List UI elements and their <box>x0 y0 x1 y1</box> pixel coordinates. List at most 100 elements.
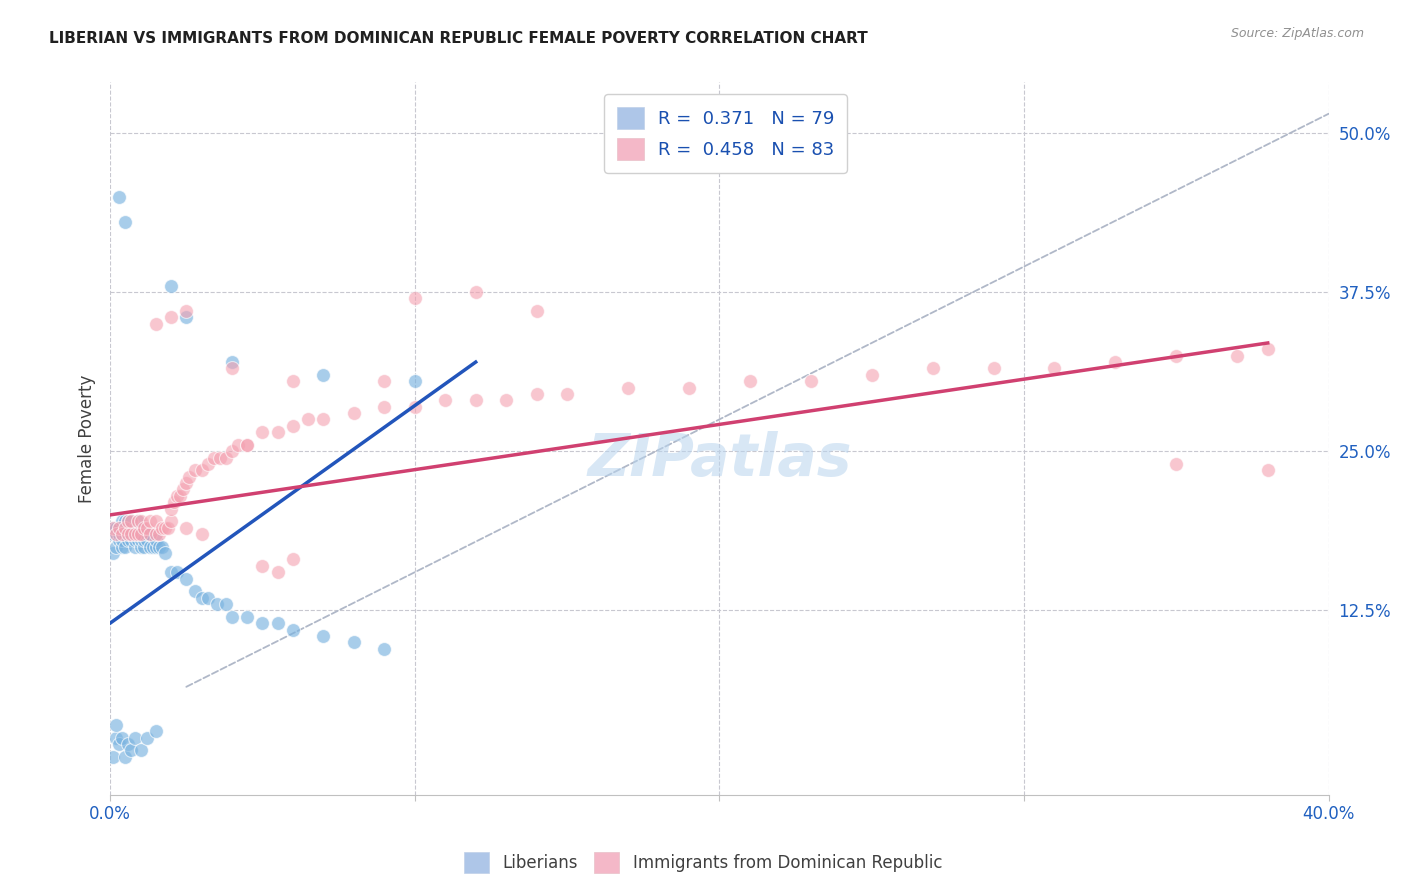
Point <box>124 527 146 541</box>
Point <box>129 743 152 757</box>
Point <box>176 304 198 318</box>
Point <box>114 215 136 229</box>
Point <box>297 412 319 426</box>
Point <box>226 438 249 452</box>
Point <box>127 527 149 541</box>
Point <box>215 450 238 465</box>
Y-axis label: Female Poverty: Female Poverty <box>79 375 96 503</box>
Point <box>1166 349 1188 363</box>
Point <box>157 521 180 535</box>
Point <box>103 527 125 541</box>
Point <box>343 635 366 649</box>
Point <box>267 616 290 631</box>
Point <box>117 533 139 548</box>
Point <box>124 521 146 535</box>
Point <box>111 540 134 554</box>
Point <box>145 514 167 528</box>
Point <box>105 527 128 541</box>
Point <box>150 521 173 535</box>
Point <box>127 514 149 528</box>
Point <box>129 540 152 554</box>
Point <box>135 731 157 745</box>
Point <box>117 527 139 541</box>
Point <box>312 368 335 382</box>
Point <box>129 527 152 541</box>
Point <box>114 514 136 528</box>
Point <box>121 533 143 548</box>
Point <box>404 400 426 414</box>
Point <box>252 558 274 573</box>
Point <box>281 623 304 637</box>
Point <box>153 521 176 535</box>
Point <box>114 749 136 764</box>
Point <box>221 444 243 458</box>
Point <box>105 521 128 535</box>
Point <box>145 317 167 331</box>
Point <box>108 527 131 541</box>
Point <box>145 533 167 548</box>
Point <box>526 387 548 401</box>
Point <box>135 533 157 548</box>
Point <box>190 591 212 605</box>
Point <box>373 400 395 414</box>
Point <box>111 533 134 548</box>
Point <box>124 527 146 541</box>
Point <box>121 527 143 541</box>
Point <box>148 540 170 554</box>
Text: Source: ZipAtlas.com: Source: ZipAtlas.com <box>1230 27 1364 40</box>
Point <box>129 527 152 541</box>
Point <box>160 501 183 516</box>
Point <box>148 527 170 541</box>
Point <box>172 483 194 497</box>
Point <box>1166 457 1188 471</box>
Point <box>176 476 198 491</box>
Point <box>860 368 883 382</box>
Point <box>127 514 149 528</box>
Point <box>434 393 457 408</box>
Point <box>145 527 167 541</box>
Point <box>135 521 157 535</box>
Point <box>202 450 225 465</box>
Point <box>617 380 640 394</box>
Point <box>236 438 259 452</box>
Point <box>145 540 167 554</box>
Point <box>124 540 146 554</box>
Point <box>236 438 259 452</box>
Point <box>105 540 128 554</box>
Point <box>124 533 146 548</box>
Point <box>197 591 219 605</box>
Point <box>281 552 304 566</box>
Point <box>526 304 548 318</box>
Point <box>197 457 219 471</box>
Legend: R =  0.371   N = 79, R =  0.458   N = 83: R = 0.371 N = 79, R = 0.458 N = 83 <box>605 95 846 173</box>
Point <box>404 374 426 388</box>
Point <box>373 641 395 656</box>
Point <box>267 425 290 439</box>
Point <box>114 521 136 535</box>
Point <box>145 724 167 739</box>
Point <box>132 540 155 554</box>
Point <box>121 527 143 541</box>
Point <box>495 393 517 408</box>
Point <box>142 540 165 554</box>
Point <box>117 514 139 528</box>
Point <box>132 533 155 548</box>
Point <box>160 310 183 325</box>
Point <box>176 572 198 586</box>
Point <box>267 565 290 579</box>
Point <box>738 374 761 388</box>
Text: ZIPatlas: ZIPatlas <box>588 432 852 489</box>
Point <box>983 361 1005 376</box>
Point <box>114 540 136 554</box>
Point <box>103 521 125 535</box>
Point <box>114 521 136 535</box>
Point <box>111 731 134 745</box>
Point <box>921 361 943 376</box>
Point <box>127 533 149 548</box>
Point <box>312 629 335 643</box>
Point <box>150 540 173 554</box>
Point <box>215 597 238 611</box>
Point <box>176 310 198 325</box>
Point <box>111 527 134 541</box>
Point <box>117 514 139 528</box>
